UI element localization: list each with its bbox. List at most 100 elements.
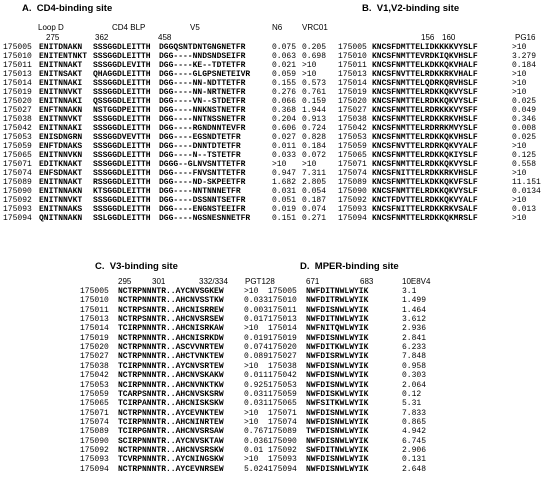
ic50-value: 0.125 [512,151,537,160]
sequence: NWFNITQWLWYIK [306,324,369,334]
sequence: KNCSFNMTTELRDKKRKVHSLF [372,115,478,124]
ic50-value: 0.011 [272,142,297,151]
ic50-value: 0.025 [512,97,537,106]
region-label: CD4 BLP [112,23,146,32]
sequence: KNCTFDVTTELRDKKQKVYALF [372,196,478,205]
sequence: NWFDISRWLWYIK [306,352,369,362]
sequence: KNCSFNMTTELRDKKQKMRSLF [372,214,478,223]
ic50-value: 0.958 [402,361,427,371]
ic50-value: 0.031 [272,187,297,196]
antibody-label: 10E8V4 [402,277,431,286]
sequence: NWFDISNWLWYIK [306,408,369,418]
sample-id: 175059 [338,142,367,151]
sample-id: 175094 [338,214,367,223]
sequence: SSLGGDLEITTH [93,214,151,223]
ic50-value: 2.936 [402,324,427,334]
sequence: ENISDNGRN [39,133,83,142]
sample-id: 175042 [338,124,367,133]
sample-id: 175019 [3,88,32,97]
sample-id: 175053 [80,380,109,390]
sequence: NCTRPNNNTR..AYCEVNRSEW [118,464,224,474]
ic50-value: >10 [244,324,259,334]
sample-id: 175038 [268,361,297,371]
sequence: DGG----DSSNNTSETFR [159,196,246,205]
sequence: ENITNSAKT [39,70,83,79]
sample-id: 175074 [338,169,367,178]
sequence: SWFDITNWLWYIK [306,445,369,455]
ic50-value: 0.063 [272,52,297,61]
position-label: 458 [158,33,172,42]
sequence: NCTRPNNNTR..AHCNVSRSKW [118,445,224,455]
ic50-value: 0.303 [402,371,427,381]
ic50-value: 0.187 [302,196,327,205]
sample-id: 175038 [80,361,109,371]
sequence: DGG----RGNDNNTEVFR [159,124,246,133]
sample-id: 175093 [268,455,297,465]
ic50-value: >10 [512,43,527,52]
sample-id: 175011 [80,305,109,315]
ic50-value: 0.066 [272,97,297,106]
ic50-value: 0.021 [272,61,297,70]
sequence: SSSGGDLEITTH [93,205,151,214]
ic50-value: 7.311 [302,169,327,178]
sample-id: 175053 [3,133,32,142]
ic50-value: 0.155 [272,79,297,88]
sample-id: 175071 [3,160,32,169]
sequence: DGG----NNTNNNETFR [159,187,241,196]
ic50-value: 0.184 [302,142,327,151]
sequence: ENFSDNAKT [39,169,83,178]
ic50-value: 0.573 [302,79,327,88]
sequence: DGG----N--TSTETFR [159,151,241,160]
ic50-value: 0.276 [272,88,297,97]
sequence: SSSGGDVEVTTH [93,133,151,142]
ic50-value: 0.151 [272,214,297,223]
ic50-value: 0.346 [512,115,537,124]
sequence: ENITNNAKI [39,124,83,133]
sequence: SSSGGDLEITTH [93,43,151,52]
sample-id: 175019 [80,333,109,343]
ic50-value: 0.606 [272,124,297,133]
ic50-value: 0.089 [244,352,269,362]
sample-id: 175092 [80,445,109,455]
sequence: NWFDISNWLWYIK [306,333,369,343]
sample-id: 175074 [80,417,109,427]
ic50-value: 0.204 [272,115,297,124]
ic50-value: 0.017 [244,315,269,325]
sample-id: 175013 [268,315,297,325]
ic50-value: 0.761 [302,88,327,97]
ic50-value: 0.075 [272,43,297,52]
sequence: NCTRPSNNTR..AHCNISRREW [118,305,224,315]
ic50-value: 0.072 [302,151,327,160]
panel-title: A. CD4-binding site [22,3,113,14]
sample-id: 175014 [338,79,367,88]
position-label: 683 [360,277,374,286]
ic50-value: 0.031 [244,399,269,409]
sample-id: 175019 [338,88,367,97]
ic50-value: 2.841 [402,333,427,343]
ic50-value: 0.159 [302,97,327,106]
sequence: TCARPSNNTR..AHCNVSKSRW [118,389,224,399]
sequence: NCTRPSNNTR..AHCNVSRSEW [118,315,224,325]
sequence: SSSGGDLEITTH [93,142,151,151]
sequence: EDITKNAKT [39,160,83,169]
sample-id: 175013 [80,315,109,325]
ic50-value: 0.074 [244,343,269,353]
sample-id: 175014 [3,79,32,88]
sequence: TCVRPNNNTR..AYCNINGSKW [118,455,224,465]
sample-id: 175042 [268,371,297,381]
sample-id: 175092 [338,196,367,205]
sequence: ENITNNVKN [39,151,83,160]
sample-id: 175027 [338,106,367,115]
sample-id: 175092 [3,196,32,205]
ic50-value: >10 [302,70,317,79]
sequence: SSSGGDLEVITH [93,61,151,70]
ic50-value: >10 [244,417,259,427]
sample-id: 175094 [80,464,109,474]
sequence: NWFDITRWLWYIK [306,296,369,306]
sequence: DGG----NGSNESNNETFR [159,214,251,223]
position-label: 275 [46,33,60,42]
sequence: NSTGGDPEITTH [93,106,151,115]
ic50-value: 0.033 [244,296,269,306]
antibody-label: PG16 [515,33,536,42]
ic50-value: 0.0134 [512,187,541,196]
